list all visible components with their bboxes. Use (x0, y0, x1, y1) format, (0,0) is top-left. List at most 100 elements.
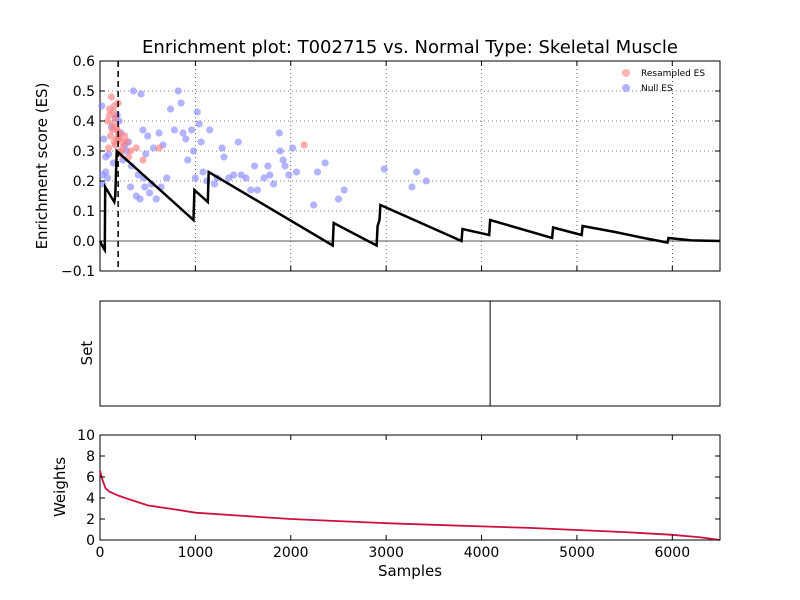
enrichment-y-ticks: −0.1 0.0 0.1 0.2 0.3 0.4 0.5 0.6 (61, 54, 720, 280)
null-es-point (340, 186, 348, 194)
null-es-point (104, 150, 113, 158)
chart-title: Enrichment plot: T002715 vs. Normal Type… (142, 37, 678, 58)
y-tick-label: 2 (86, 512, 95, 528)
set-panel: Set (78, 300, 721, 407)
null-es-point (253, 186, 261, 194)
enrichment-y-axis-label: Enrichment score (ES) (33, 83, 51, 250)
y-tick-label: −0.1 (61, 264, 95, 280)
set-axes-frame (99, 300, 721, 407)
y-tick-label: 0.6 (73, 54, 95, 70)
null-es-point (191, 174, 199, 182)
resampled-es-point (105, 111, 114, 119)
resampled-es-point (155, 144, 163, 152)
null-es-point (313, 168, 322, 176)
weights-y-axis-label: Weights (51, 457, 69, 517)
null-es-point (275, 129, 283, 137)
null-es-point (260, 174, 268, 182)
null-es-point (184, 156, 192, 164)
y-tick-label: 0.2 (73, 174, 95, 190)
null-es-point (206, 126, 214, 134)
null-es-point (276, 147, 284, 155)
null-es-point (250, 162, 259, 170)
x-tick-label: 3000 (368, 545, 404, 561)
null-es-point (136, 195, 144, 203)
y-tick-label: 10 (77, 428, 95, 444)
null-es-point (182, 135, 190, 143)
resampled-es-point (118, 138, 126, 146)
null-es-point (247, 186, 255, 194)
weights-curve (99, 470, 721, 541)
null-es-point (281, 162, 289, 170)
set-y-axis-label: Set (78, 341, 96, 366)
enrichment-panel: Enrichment plot: T002715 vs. Normal Type… (33, 37, 721, 280)
resampled-es-point (111, 141, 119, 149)
y-tick-label: 0.5 (73, 84, 95, 100)
null-es-point (197, 138, 205, 146)
resampled-es-point (104, 144, 113, 152)
null-es-point (98, 102, 106, 110)
null-es-point (270, 180, 278, 188)
null-es-point (234, 138, 242, 146)
legend: Resampled ES Null ES (622, 69, 705, 94)
null-es-point (174, 87, 182, 95)
null-es-point (141, 183, 149, 191)
resampled-es-point (106, 132, 115, 140)
null-es-point (166, 105, 175, 113)
null-es-point (266, 171, 274, 179)
null-es-point (279, 156, 287, 164)
legend-label-null: Null ES (641, 84, 673, 94)
resampled-es-point (111, 114, 119, 122)
null-es-point (264, 162, 272, 170)
enrichment-axes-frame (99, 60, 721, 272)
resampled-es-point (107, 93, 116, 101)
weights-panel: 0 2 4 6 8 10 0 1000 2000 3000 4000 5000 6000 Weight… (51, 428, 721, 580)
y-tick-label: 0 (86, 533, 95, 549)
null-es-point (189, 147, 198, 155)
null-es-point (310, 201, 318, 209)
resampled-es-point (300, 141, 308, 149)
null-es-point (100, 135, 108, 143)
null-es-point (104, 174, 112, 182)
null-es-point (170, 126, 178, 134)
resampled-es-point (126, 147, 135, 155)
y-tick-label: 4 (86, 491, 95, 507)
null-es-point (380, 165, 388, 173)
weights-y-ticks: 0 2 4 6 8 10 (77, 428, 720, 549)
resampled-es-point (113, 126, 121, 134)
null-es-point (218, 144, 226, 152)
null-es-point (199, 168, 207, 176)
y-tick-label: 0.1 (73, 204, 95, 220)
resampled-es-point (108, 120, 116, 128)
x-tick-label: 5000 (559, 545, 595, 561)
resampled-es-point (110, 102, 118, 110)
x-tick-label: 2000 (273, 545, 309, 561)
weights-axes-frame (99, 434, 721, 541)
y-tick-label: 0.3 (73, 144, 95, 160)
null-es-point (289, 144, 297, 152)
resampled-es-point (132, 144, 140, 152)
null-es-point (321, 159, 329, 167)
resampled-es-point (121, 132, 129, 140)
null-es-point (229, 171, 238, 179)
null-es-point (187, 126, 196, 134)
y-tick-label: 0.4 (73, 114, 95, 130)
null-es-point (408, 183, 416, 191)
null-es-point (179, 129, 187, 137)
y-tick-label: 8 (86, 449, 95, 465)
es-curve (98, 148, 721, 255)
null-es-point (129, 87, 137, 95)
null-es-point (210, 180, 219, 188)
x-tick-label: 1000 (178, 545, 214, 561)
y-tick-label: 0.0 (73, 234, 95, 250)
null-es-point (334, 195, 343, 203)
null-es-point (163, 174, 171, 182)
null-es-point (102, 168, 110, 176)
null-es-point (149, 144, 158, 152)
resampled-es-point (139, 156, 147, 164)
null-es-point (137, 90, 145, 98)
x-axis-label: Samples (378, 562, 442, 580)
null-es-point (126, 183, 135, 191)
null-es-point (177, 99, 185, 107)
null-es-point (142, 150, 150, 158)
y-tick-label: 6 (86, 470, 95, 486)
